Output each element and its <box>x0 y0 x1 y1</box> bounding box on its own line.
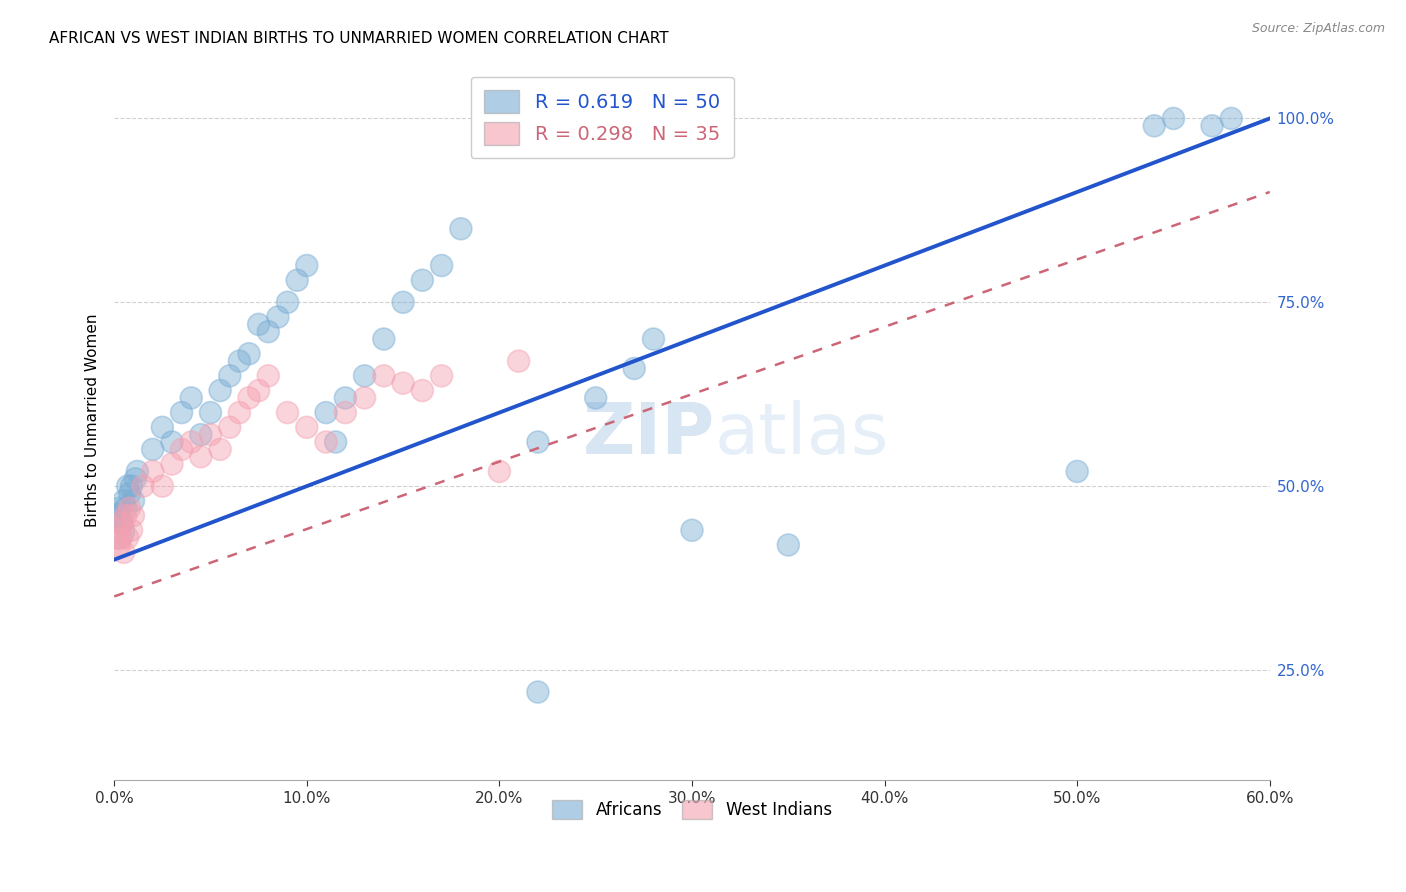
Point <box>1066 465 1088 479</box>
Point <box>117 531 139 545</box>
Point <box>267 310 290 324</box>
Point <box>623 361 645 376</box>
Point <box>200 427 222 442</box>
Point <box>238 347 260 361</box>
Point <box>430 368 453 383</box>
Point <box>257 325 280 339</box>
Point <box>124 472 146 486</box>
Point <box>450 221 472 235</box>
Point <box>430 259 453 273</box>
Point <box>112 493 135 508</box>
Point <box>108 501 131 516</box>
Point <box>132 479 155 493</box>
Point <box>277 406 299 420</box>
Text: AFRICAN VS WEST INDIAN BIRTHS TO UNMARRIED WOMEN CORRELATION CHART: AFRICAN VS WEST INDIAN BIRTHS TO UNMARRI… <box>49 31 669 46</box>
Point <box>111 516 134 530</box>
Point <box>218 420 240 434</box>
Point <box>1201 119 1223 133</box>
Point <box>1220 112 1243 126</box>
Point <box>285 273 308 287</box>
Point <box>1163 112 1185 126</box>
Point <box>209 442 232 457</box>
Point <box>160 457 183 471</box>
Point <box>160 435 183 450</box>
Point <box>508 354 530 368</box>
Point <box>118 486 141 500</box>
Point <box>257 368 280 383</box>
Point <box>373 332 395 346</box>
Point <box>315 406 337 420</box>
Point <box>107 508 129 523</box>
Point <box>127 465 149 479</box>
Point <box>117 479 139 493</box>
Point <box>122 508 145 523</box>
Point <box>150 420 173 434</box>
Point <box>247 384 270 398</box>
Point <box>353 368 375 383</box>
Point <box>107 523 129 537</box>
Point <box>527 435 550 450</box>
Point <box>335 406 357 420</box>
Point <box>488 465 510 479</box>
Point <box>527 685 550 699</box>
Point <box>112 545 135 559</box>
Point <box>142 442 165 457</box>
Point <box>111 516 134 530</box>
Point <box>228 354 250 368</box>
Point <box>411 384 433 398</box>
Point <box>114 501 136 516</box>
Point <box>170 442 193 457</box>
Point <box>118 501 141 516</box>
Point <box>411 273 433 287</box>
Point <box>121 523 143 537</box>
Point <box>643 332 665 346</box>
Point <box>325 435 347 450</box>
Point <box>121 479 143 493</box>
Point <box>105 523 128 537</box>
Point <box>180 435 202 450</box>
Point <box>150 479 173 493</box>
Point <box>778 538 800 552</box>
Point <box>295 259 318 273</box>
Point <box>238 391 260 405</box>
Point <box>228 406 250 420</box>
Point <box>277 295 299 310</box>
Legend: Africans, West Indians: Africans, West Indians <box>546 794 838 826</box>
Text: Source: ZipAtlas.com: Source: ZipAtlas.com <box>1251 22 1385 36</box>
Point <box>105 538 128 552</box>
Point <box>190 450 212 464</box>
Text: atlas: atlas <box>716 400 890 469</box>
Point <box>392 295 415 310</box>
Point <box>142 465 165 479</box>
Point <box>295 420 318 434</box>
Point <box>335 391 357 405</box>
Point <box>392 376 415 391</box>
Point <box>373 368 395 383</box>
Point <box>114 508 136 523</box>
Point <box>180 391 202 405</box>
Point <box>353 391 375 405</box>
Point <box>170 406 193 420</box>
Point <box>585 391 607 405</box>
Point <box>200 406 222 420</box>
Point <box>315 435 337 450</box>
Y-axis label: Births to Unmarried Women: Births to Unmarried Women <box>86 313 100 526</box>
Point <box>190 427 212 442</box>
Point <box>218 368 240 383</box>
Point <box>209 384 232 398</box>
Point <box>681 523 703 537</box>
Point <box>247 318 270 332</box>
Point <box>1143 119 1166 133</box>
Text: ZIP: ZIP <box>583 400 716 469</box>
Point <box>122 493 145 508</box>
Point <box>108 531 131 545</box>
